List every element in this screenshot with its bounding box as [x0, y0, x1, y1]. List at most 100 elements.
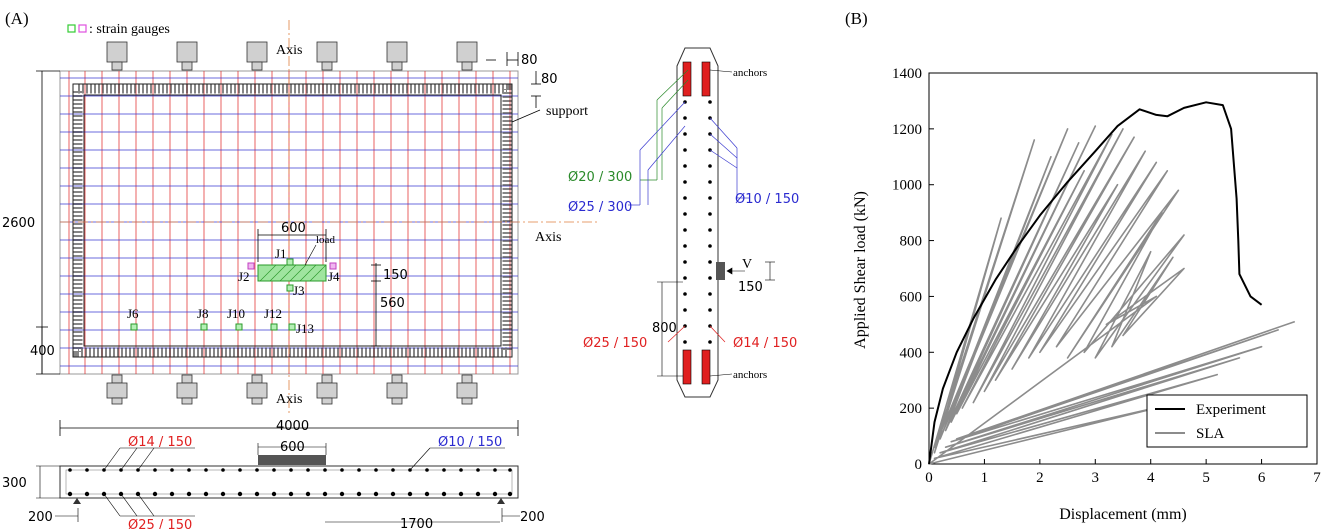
gauge-j1: [286, 258, 294, 266]
chart-legend: Experiment SLA: [1146, 394, 1308, 448]
gauge-j13: [288, 323, 296, 331]
y-tick-label: 200: [900, 401, 923, 417]
support-leader: [511, 109, 541, 123]
section-dim-1700: 1700: [400, 517, 433, 529]
gauge-j6: [130, 323, 138, 331]
dim-2600: 2600: [2, 216, 35, 231]
x-tick-label: 6: [1258, 470, 1266, 486]
section-rebar-bottom: Ø25 / 150: [128, 518, 192, 529]
y-tick-label: 800: [900, 234, 923, 250]
panel-b: (B) 0 1 2 3 4 5 6 7 0 200 400 600 800 1000 1200 1400 Di…: [845, 9, 1321, 523]
wall-anchors-bottom: anchors: [733, 369, 767, 381]
section-dim-200-left: 200: [28, 510, 53, 525]
legend-gauge-magenta-icon: [78, 24, 87, 33]
gauge-label-j1: J1: [275, 246, 287, 261]
dim-400: 400: [30, 344, 55, 359]
dim-80-side: 80: [541, 72, 558, 87]
series-line-experiment: [928, 101, 1263, 465]
wall-load-v: V: [742, 257, 752, 272]
gauge-label-j6: J6: [127, 306, 139, 321]
gauge-label-j4: J4: [328, 269, 340, 284]
gauge-j12: [270, 323, 278, 331]
dim-4000-line: [59, 420, 519, 436]
gauge-label-j2: J2: [238, 269, 250, 284]
x-tick-label: 0: [925, 470, 933, 486]
dim-560-plan: 560: [380, 296, 405, 311]
section-rebar-top-right: Ø10 / 150: [438, 435, 502, 450]
x-tick-label: 3: [1092, 470, 1100, 486]
gauge-j8: [200, 323, 208, 331]
dim-4000: 4000: [276, 419, 309, 434]
y-tick-label: 400: [900, 345, 923, 361]
wall-dim-800: 800: [652, 321, 677, 336]
section-rebar-top-left: Ø14 / 150: [128, 435, 192, 450]
wall-rebar-14-150: Ø14 / 150: [733, 336, 797, 351]
gauge-j3: [286, 284, 294, 292]
dim-600-plan: [257, 229, 327, 262]
x-tick-label: 2: [1036, 470, 1044, 486]
section-dim-200-right: 200: [520, 510, 545, 525]
axis-label-bottom: Axis: [276, 392, 302, 407]
dim-80-vertical: [531, 71, 541, 108]
wall-rebar-25-300: Ø25 / 300: [568, 200, 632, 215]
dim-80-top: 80: [521, 53, 538, 68]
strain-gauges: [130, 258, 337, 331]
dim-2600-line: [36, 70, 60, 375]
gauge-label-j10: J10: [227, 306, 245, 321]
wall-rebar-25-150: Ø25 / 150: [583, 336, 647, 351]
gauge-j2: [247, 262, 255, 270]
slab-section: [36, 443, 520, 523]
y-tick-label: 600: [900, 289, 923, 305]
panel-a: (A) : strain gauges: [2, 9, 799, 529]
legend-gauge-green-icon: [67, 24, 76, 33]
panel-a-label: (A): [5, 9, 29, 28]
gauge-label-j13: J13: [296, 321, 314, 336]
dim-150-560: [371, 263, 381, 347]
series-layer: [928, 101, 1296, 465]
axis-label-top: Axis: [276, 43, 302, 58]
support-label: support: [546, 104, 588, 119]
x-tick-label: 4: [1147, 470, 1155, 486]
gauge-label-j8: J8: [197, 306, 209, 321]
dim-150-plan: 150: [383, 268, 408, 283]
load-label: load: [316, 234, 335, 246]
wall-rebar-10-150: Ø10 / 150: [735, 192, 799, 207]
y-axis-label: Applied Shear load (kN): [852, 191, 869, 349]
wall-section: [628, 47, 775, 398]
gauge-j10: [235, 323, 243, 331]
wall-dim-150: 150: [738, 280, 763, 295]
top-anchors: [106, 41, 478, 71]
section-dim-600: 600: [280, 440, 305, 455]
axis-label-right: Axis: [535, 230, 561, 245]
section-dim-300: 300: [2, 476, 27, 491]
section-load-plate: [258, 455, 326, 465]
support-frame: [72, 83, 513, 358]
dim-400-line: [36, 326, 48, 374]
wall-anchors-top: anchors: [733, 67, 767, 79]
gauge-label-j12: J12: [264, 306, 282, 321]
wall-load-plate: [716, 262, 725, 280]
x-tick-label: 7: [1313, 470, 1321, 486]
panel-b-label: (B): [845, 9, 868, 28]
series-line-sla: [928, 125, 1296, 465]
x-tick-label: 1: [981, 470, 989, 486]
legend-sla-label: SLA: [1196, 426, 1225, 442]
legend-experiment-label: Experiment: [1196, 402, 1267, 418]
plot-frame: [928, 72, 1318, 465]
gauge-j4: [329, 262, 337, 270]
gauge-label-j3: J3: [293, 283, 305, 298]
dim-600-plan-label: 600: [281, 221, 306, 236]
bottom-anchors: [106, 374, 478, 405]
dim-80-horizontal: [486, 52, 519, 66]
load-patch-hatch: [259, 264, 327, 282]
y-tick-label: 0: [915, 457, 923, 473]
y-tick-label: 1400: [892, 66, 922, 82]
y-tick-label: 1200: [892, 122, 922, 138]
x-tick-label: 5: [1202, 470, 1210, 486]
axis-ticks: 0 1 2 3 4 5 6 7 0 200 400 600 800 1000 1200 1400: [892, 66, 1321, 486]
legend-strain-gauges: : strain gauges: [89, 22, 170, 37]
wall-rebar-20-300: Ø20 / 300: [568, 170, 632, 185]
load-leader: [304, 244, 317, 266]
y-tick-label: 1000: [892, 178, 922, 194]
x-axis-label: Displacement (mm): [1059, 506, 1187, 523]
